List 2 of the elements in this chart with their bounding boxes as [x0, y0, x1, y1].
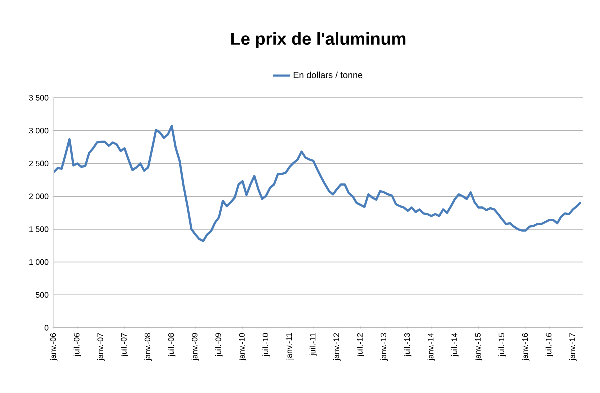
- chart-title: Le prix de l'aluminum: [232, 32, 406, 49]
- legend-label: En dollars / tonne: [294, 72, 363, 78]
